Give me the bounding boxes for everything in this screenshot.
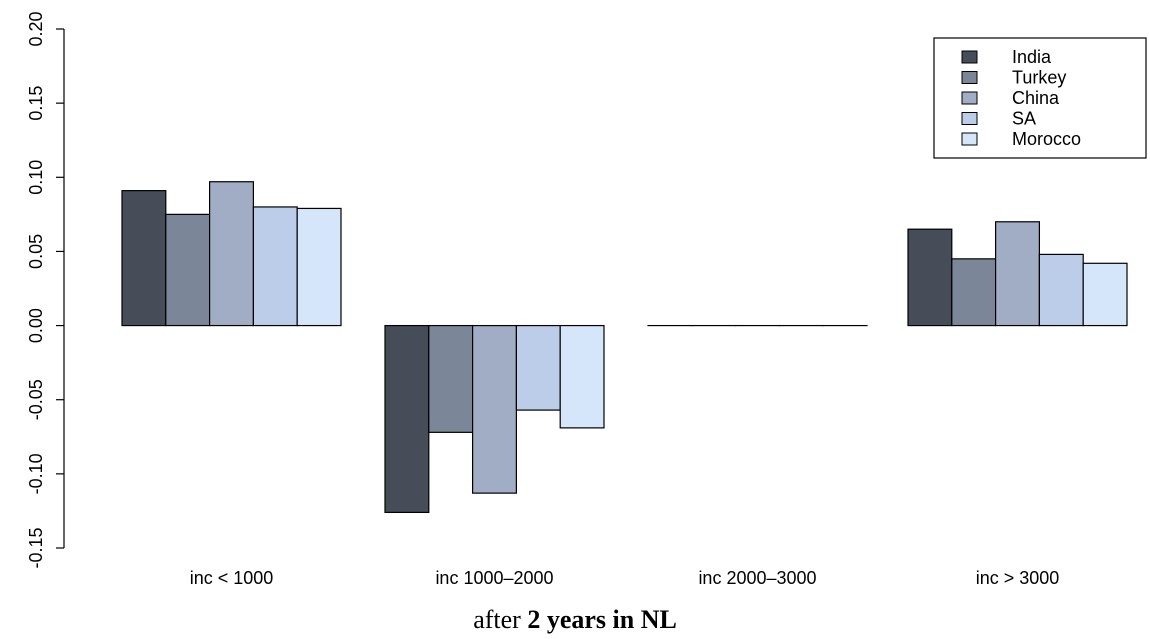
category-label: inc > 3000	[976, 568, 1060, 588]
bar-india-0	[121, 190, 167, 327]
category-labels: inc < 1000 inc 1000–2000 inc 2000–3000 inc …	[190, 568, 1060, 588]
bar-sa-1	[515, 324, 561, 411]
y-tick-label: -0.05	[26, 379, 46, 420]
bar-turkey-3	[951, 258, 997, 327]
legend-swatch-china	[961, 91, 978, 105]
legend-label-turkey: Turkey	[1012, 68, 1066, 88]
legend-label-china: China	[1012, 88, 1060, 108]
x-axis-label-bold: 2 years in NL	[527, 605, 677, 634]
bar-sa-3	[1038, 253, 1084, 327]
x-axis-label-plain: after	[473, 605, 521, 634]
y-tick-label: -0.10	[26, 453, 46, 494]
legend-label-india: India	[1012, 47, 1052, 67]
legend-swatch-india	[961, 50, 978, 64]
bar-morocco-0	[296, 207, 342, 327]
bar-india-3	[907, 228, 953, 327]
y-tick-label: 0.05	[26, 234, 46, 269]
bar-china-0	[209, 181, 255, 327]
y-tick-label: 0.10	[26, 160, 46, 195]
bar-china-1	[472, 324, 518, 494]
legend-swatch-morocco	[961, 132, 978, 146]
bar-morocco-3	[1082, 262, 1128, 327]
bar-china-3	[994, 221, 1040, 327]
category-label: inc 2000–3000	[698, 568, 816, 588]
category-label: inc 1000–2000	[435, 568, 553, 588]
y-tick-label: -0.15	[26, 527, 46, 568]
legend-label-morocco: Morocco	[1012, 129, 1081, 149]
bar-morocco-1	[559, 324, 605, 429]
bar-turkey-1	[428, 324, 474, 433]
bars	[121, 181, 1128, 514]
x-axis-label: after 2 years in NL	[473, 605, 677, 634]
legend-swatch-turkey	[961, 71, 978, 84]
bar-india-1	[384, 324, 430, 514]
legend-swatch-sa	[961, 112, 978, 125]
y-axis: -0.15 -0.10 -0.05 0.00 0.05 0.10 0.15 0.20	[26, 11, 65, 569]
bar-sa-0	[252, 206, 298, 327]
y-tick-label: 0.00	[26, 308, 46, 343]
category-label: inc < 1000	[190, 568, 274, 588]
bar-turkey-0	[165, 213, 211, 327]
y-tick-label: 0.15	[26, 86, 46, 121]
y-tick-label: 0.20	[26, 11, 46, 46]
legend-label-sa: SA	[1012, 109, 1036, 129]
